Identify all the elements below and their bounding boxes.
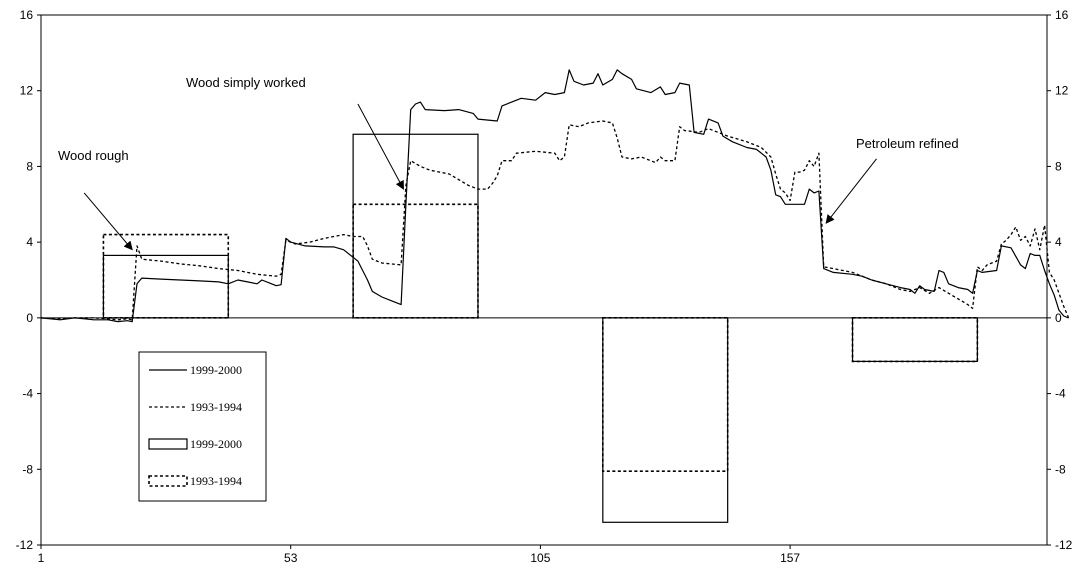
annotation-arrow [83, 192, 133, 251]
y-tick-label-left: 16 [20, 8, 34, 22]
legend-box-swatch [148, 438, 188, 450]
y-tick-label-right: 4 [1055, 235, 1062, 249]
bar-1993-1994-dotted [851, 317, 979, 363]
y-tick-label-left: 0 [26, 311, 33, 325]
legend-label: 1999-2000 [190, 363, 242, 377]
series-lines [40, 69, 1070, 323]
bar-1993-1994-dotted [352, 203, 479, 319]
legend-box-swatch [148, 475, 188, 487]
x-tick-label: 53 [284, 551, 298, 564]
bars [102, 133, 979, 523]
y-tick-label-left: -4 [22, 387, 33, 401]
x-tick-label: 1 [38, 551, 45, 564]
y-tick-label-right: 0 [1055, 311, 1062, 325]
y-tick-label-left: 8 [26, 159, 33, 173]
y-tick-label-left: -8 [22, 462, 33, 476]
legend-label: 1993-1994 [190, 474, 242, 488]
bar-1999-2000-solid [602, 317, 729, 523]
x-tick-label: 157 [780, 551, 800, 564]
series-line-1993-1994-dotted [40, 120, 1070, 321]
bar-1993-1994-dotted [602, 317, 729, 472]
y-tick-label-right: -4 [1055, 387, 1066, 401]
bar-1999-2000-solid [851, 317, 978, 362]
bar-1999-2000-solid [102, 254, 229, 319]
bar-1993-1994-dotted [102, 233, 230, 319]
annotation-label: Wood rough [58, 148, 129, 163]
legend: 1999-2000 1993-1994 1999-2000 1993-1994 [138, 351, 267, 502]
bar-1999-2000-solid [352, 133, 479, 319]
y-tick-label-left: 4 [26, 235, 33, 249]
y-tick-label-right: -8 [1055, 462, 1066, 476]
y-tick-label-right: 8 [1055, 159, 1062, 173]
y-tick-label-left: -12 [16, 538, 34, 552]
y-tick-label-left: 12 [20, 84, 34, 98]
series-line-1999-2000-solid [40, 69, 1069, 323]
annotation-arrow [357, 103, 404, 190]
annotation-label: Wood simply worked [186, 75, 306, 90]
x-tick-label: 105 [530, 551, 550, 564]
plot-frame [40, 14, 1048, 546]
legend-label: 1993-1994 [190, 400, 242, 414]
legend-label: 1999-2000 [190, 437, 242, 451]
annotations: Wood rough Wood simply worked Petroleum re… [58, 75, 959, 251]
y-tick-label-right: -12 [1055, 538, 1073, 552]
y-tick-label-right: 12 [1055, 84, 1069, 98]
y-tick-label-right: 16 [1055, 8, 1069, 22]
annotation-arrow [825, 158, 877, 224]
annotation-label: Petroleum refined [856, 136, 959, 151]
